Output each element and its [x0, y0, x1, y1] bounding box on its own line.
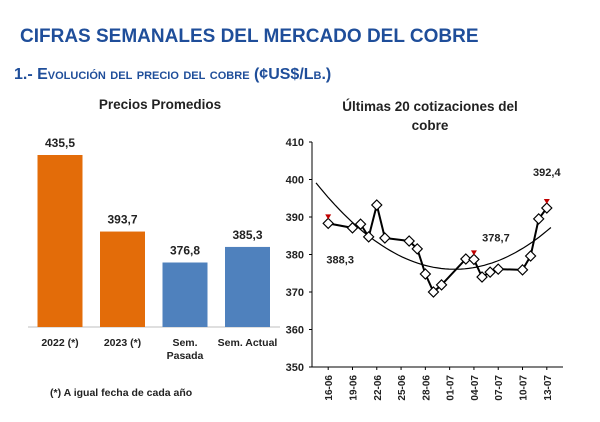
page-title: CIFRAS SEMANALES DEL MERCADO DEL COBRE: [20, 26, 479, 47]
footnote: (*) A igual fecha de cada año: [50, 387, 193, 399]
marker: [532, 213, 545, 225]
value-label: 392,4: [533, 167, 561, 179]
marker: [492, 263, 505, 275]
marker: [411, 243, 424, 255]
y-tick-label: 360: [286, 325, 304, 337]
price-line: [328, 204, 548, 294]
y-tick-label: 390: [286, 212, 304, 224]
bar: [37, 155, 83, 327]
x-tick-label: 2023 (*): [103, 337, 142, 349]
x-tick-label: 10-07: [519, 375, 530, 401]
marker: [540, 202, 553, 214]
value-label: 393,7: [107, 213, 137, 227]
x-tick-label: 19-06: [348, 375, 359, 401]
value-label: 435,5: [45, 136, 75, 150]
x-tick-label: 22-06: [373, 375, 384, 401]
marker: [516, 264, 529, 276]
y-tick-label: 410: [286, 137, 304, 149]
value-label: 385,3: [232, 228, 262, 242]
marker: [379, 232, 391, 244]
y-tick-label: 400: [286, 175, 304, 187]
marker: [484, 266, 496, 278]
x-tick-label: 28-06: [421, 375, 432, 401]
value-label: 378,7: [482, 232, 510, 244]
x-tick-label: 2022 (*): [41, 337, 79, 349]
highlight-marker: [543, 199, 550, 204]
marker: [476, 271, 488, 283]
marker: [362, 231, 375, 243]
x-tick-label: 13-07: [543, 375, 554, 401]
highlight-marker: [325, 214, 332, 220]
y-tick-label: 350: [286, 362, 304, 374]
x-tick-label: 25-06: [397, 375, 408, 401]
marker: [419, 268, 432, 280]
section-title: 1.- Evolución del precio del cobre (¢US$…: [14, 66, 332, 83]
value-label: 388,3: [326, 254, 354, 266]
marker: [370, 199, 383, 211]
value-label: 376,8: [170, 244, 200, 258]
marker: [435, 279, 448, 291]
chart-title: Últimas 20 cotizaciones del cobre: [342, 99, 518, 133]
x-tick-label: 04-07: [470, 375, 481, 401]
x-tick-label: Sem. Actual: [217, 337, 278, 349]
bar: [162, 262, 208, 327]
chart-title: Precios Promedios: [98, 97, 222, 112]
marker: [354, 218, 367, 230]
x-tick-label: 07-07: [494, 375, 505, 401]
x-tick-label: Sem. Pasada: [166, 337, 204, 362]
bar: [225, 246, 270, 327]
marker: [322, 217, 335, 230]
y-tick-label: 380: [286, 250, 304, 262]
x-tick-label: 16-06: [324, 375, 335, 401]
marker: [346, 222, 359, 234]
y-tick-label: 370: [286, 287, 304, 299]
bar: [100, 231, 145, 327]
highlight-marker: [470, 250, 477, 256]
marker: [403, 235, 416, 247]
marker: [459, 253, 472, 265]
x-tick-label: 01-07: [446, 375, 457, 401]
marker: [427, 286, 440, 298]
marker: [524, 250, 537, 262]
marker: [468, 253, 480, 266]
